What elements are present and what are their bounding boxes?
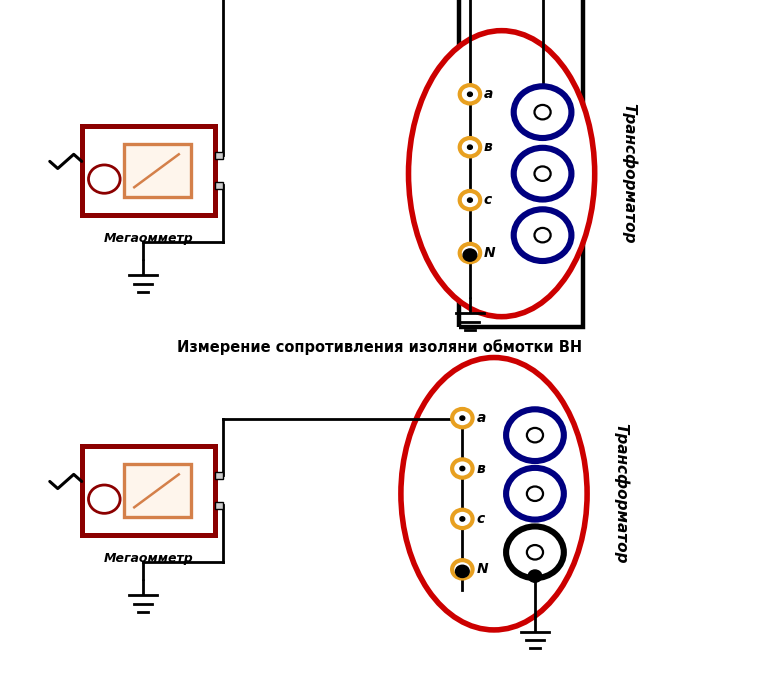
Circle shape bbox=[467, 92, 473, 97]
Circle shape bbox=[460, 466, 465, 471]
Circle shape bbox=[527, 545, 543, 560]
Ellipse shape bbox=[409, 31, 595, 317]
Bar bbox=[214, 502, 223, 509]
Text: c: c bbox=[484, 193, 492, 207]
Circle shape bbox=[528, 570, 542, 582]
Circle shape bbox=[467, 251, 473, 255]
Circle shape bbox=[506, 468, 564, 520]
Text: Мегаомметр: Мегаомметр bbox=[103, 232, 193, 244]
Circle shape bbox=[467, 198, 473, 202]
Circle shape bbox=[452, 460, 473, 477]
Circle shape bbox=[460, 517, 465, 521]
Bar bbox=[214, 152, 223, 159]
Text: Измерение сопротивления изоляни обмотки ВН: Измерение сопротивления изоляни обмотки … bbox=[177, 339, 583, 355]
Circle shape bbox=[455, 565, 469, 577]
Circle shape bbox=[527, 428, 543, 443]
Bar bbox=[82, 446, 214, 535]
Circle shape bbox=[88, 485, 120, 513]
Text: Мегаомметр: Мегаомметр bbox=[103, 552, 193, 565]
Text: в: в bbox=[484, 140, 492, 154]
Circle shape bbox=[460, 138, 480, 157]
Bar bbox=[459, 0, 583, 327]
Circle shape bbox=[514, 209, 572, 261]
Text: c: c bbox=[477, 512, 485, 526]
Circle shape bbox=[460, 244, 480, 262]
Text: a: a bbox=[484, 87, 493, 101]
Circle shape bbox=[534, 228, 551, 242]
Circle shape bbox=[527, 486, 543, 501]
Text: Трансформатор: Трансформатор bbox=[614, 424, 629, 564]
Ellipse shape bbox=[401, 358, 587, 630]
Bar bbox=[125, 144, 191, 197]
Bar bbox=[214, 182, 223, 189]
Circle shape bbox=[514, 86, 572, 138]
Circle shape bbox=[88, 165, 120, 193]
Circle shape bbox=[460, 191, 480, 209]
Circle shape bbox=[463, 249, 477, 262]
Circle shape bbox=[460, 416, 465, 420]
Text: N: N bbox=[477, 563, 488, 576]
Circle shape bbox=[467, 145, 473, 149]
Text: Трансформатор: Трансформатор bbox=[621, 104, 637, 244]
Bar bbox=[82, 126, 214, 215]
Circle shape bbox=[506, 409, 564, 461]
Circle shape bbox=[534, 166, 551, 181]
Text: N: N bbox=[484, 246, 496, 260]
Text: в: в bbox=[477, 462, 485, 475]
Text: a: a bbox=[477, 411, 486, 425]
Circle shape bbox=[460, 85, 480, 104]
Bar bbox=[125, 464, 191, 517]
Circle shape bbox=[452, 409, 473, 427]
Circle shape bbox=[534, 105, 551, 119]
Bar bbox=[214, 472, 223, 479]
Circle shape bbox=[514, 148, 572, 200]
Circle shape bbox=[452, 510, 473, 528]
Circle shape bbox=[460, 567, 465, 571]
Circle shape bbox=[506, 526, 564, 578]
Circle shape bbox=[452, 560, 473, 578]
